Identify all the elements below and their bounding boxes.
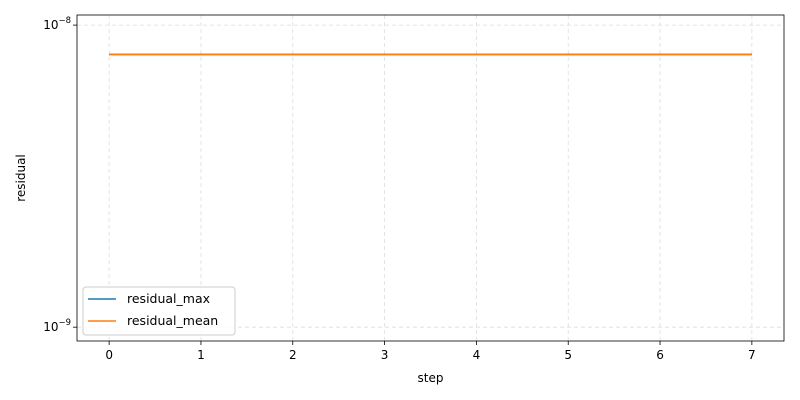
grid <box>77 15 784 341</box>
y-axis-ticks: 10−9 10−8 <box>43 16 77 334</box>
x-tick-label: 0 <box>105 348 113 362</box>
legend: residual_max residual_mean <box>82 286 236 336</box>
x-tick-label: 6 <box>656 348 664 362</box>
plot-frame <box>76 14 785 342</box>
x-axis-ticks: 0 1 2 3 4 5 6 7 <box>105 341 756 362</box>
legend-box <box>82 286 236 336</box>
y-axis-label: residual <box>14 154 28 202</box>
y-tick-label: 10−9 <box>43 318 71 334</box>
x-tick-label: 3 <box>381 348 389 362</box>
x-tick-label: 4 <box>473 348 481 362</box>
x-tick-label: 2 <box>289 348 297 362</box>
legend-label-residual_max: residual_max <box>127 291 210 306</box>
x-axis-label: step <box>418 371 444 385</box>
x-tick-label: 5 <box>564 348 572 362</box>
x-tick-label: 7 <box>748 348 756 362</box>
legend-label-residual_mean: residual_mean <box>127 313 218 328</box>
y-tick-label: 10−8 <box>43 16 71 32</box>
x-tick-label: 1 <box>197 348 205 362</box>
